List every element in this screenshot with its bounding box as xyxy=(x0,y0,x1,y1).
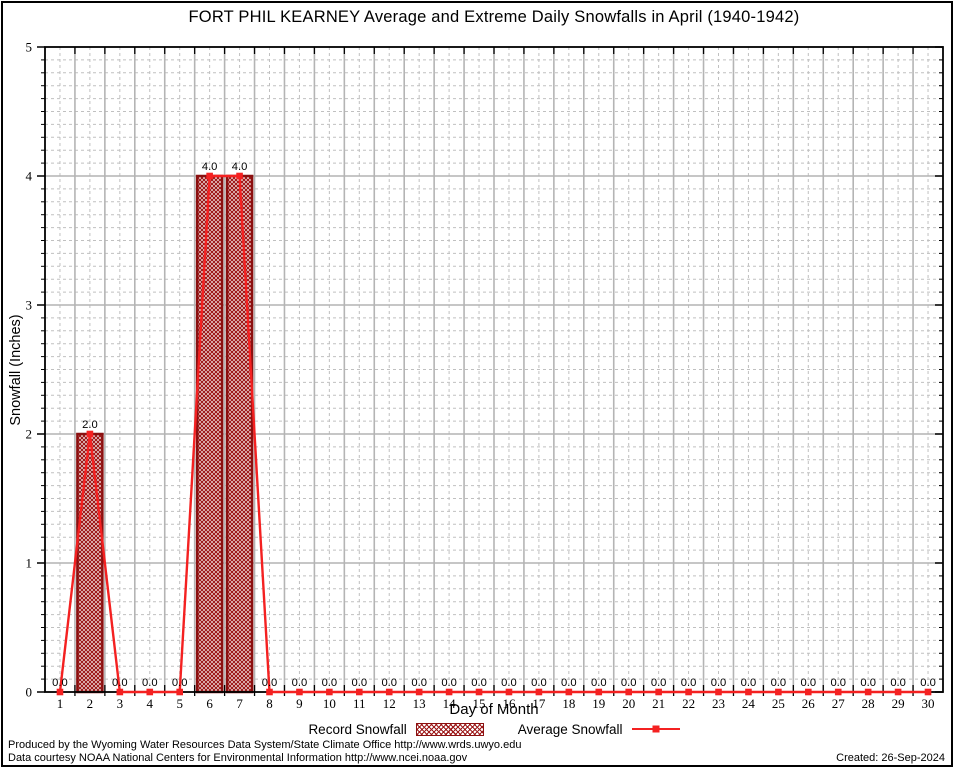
svg-text:24: 24 xyxy=(742,696,756,711)
svg-text:27: 27 xyxy=(832,696,846,711)
svg-text:29: 29 xyxy=(892,696,905,711)
svg-text:8: 8 xyxy=(266,696,273,711)
svg-text:7: 7 xyxy=(236,696,243,711)
grid-major xyxy=(45,47,943,692)
svg-text:0.0: 0.0 xyxy=(591,677,607,689)
svg-text:30: 30 xyxy=(922,696,935,711)
svg-text:0.0: 0.0 xyxy=(142,677,158,689)
record-snowfall-swatch-icon xyxy=(415,722,484,736)
svg-text:13: 13 xyxy=(413,696,426,711)
svg-text:0.0: 0.0 xyxy=(172,677,188,689)
svg-text:0.0: 0.0 xyxy=(561,677,577,689)
svg-text:0.0: 0.0 xyxy=(501,677,517,689)
svg-text:0.0: 0.0 xyxy=(890,677,906,689)
svg-text:0.0: 0.0 xyxy=(801,677,817,689)
svg-text:3: 3 xyxy=(26,298,33,313)
svg-text:0.0: 0.0 xyxy=(322,677,338,689)
footer-data-courtesy: Data courtesy NOAA National Centers for … xyxy=(8,751,468,764)
svg-text:0.0: 0.0 xyxy=(711,677,727,689)
svg-text:16: 16 xyxy=(502,696,516,711)
svg-text:0.0: 0.0 xyxy=(52,677,68,689)
svg-text:0.0: 0.0 xyxy=(830,677,846,689)
legend-item-record: Record Snowfall xyxy=(308,721,484,737)
svg-text:1: 1 xyxy=(57,696,64,711)
svg-text:0.0: 0.0 xyxy=(411,677,427,689)
footer-producer: Produced by the Wyoming Water Resources … xyxy=(8,739,522,751)
y-tick-labels: 0 1 2 3 4 5 xyxy=(26,40,33,700)
svg-text:2: 2 xyxy=(26,427,33,442)
svg-text:0.0: 0.0 xyxy=(681,677,697,689)
svg-text:21: 21 xyxy=(652,696,665,711)
svg-text:26: 26 xyxy=(802,696,816,711)
svg-text:5: 5 xyxy=(26,40,33,55)
legend-average-label: Average Snowfall xyxy=(517,721,623,737)
x-axis-title: Day of Month xyxy=(449,701,539,718)
svg-text:0.0: 0.0 xyxy=(771,677,787,689)
svg-text:28: 28 xyxy=(862,696,875,711)
chart-legend: Record Snowfall Average Snowfall xyxy=(45,721,943,737)
svg-text:0.0: 0.0 xyxy=(441,677,457,689)
svg-text:5: 5 xyxy=(176,696,183,711)
svg-text:15: 15 xyxy=(473,696,486,711)
svg-text:0.0: 0.0 xyxy=(860,677,876,689)
svg-text:11: 11 xyxy=(353,696,366,711)
svg-text:1: 1 xyxy=(26,556,33,571)
svg-text:0.0: 0.0 xyxy=(651,677,667,689)
svg-text:17: 17 xyxy=(532,696,546,711)
svg-text:4.0: 4.0 xyxy=(202,161,218,173)
legend-record-label: Record Snowfall xyxy=(308,721,407,737)
svg-text:18: 18 xyxy=(562,696,575,711)
svg-text:0.0: 0.0 xyxy=(292,677,308,689)
footer-created-date: Created: 26-Sep-2024 xyxy=(836,751,945,764)
svg-text:0.0: 0.0 xyxy=(741,677,757,689)
svg-text:0.0: 0.0 xyxy=(471,677,487,689)
svg-text:25: 25 xyxy=(772,696,785,711)
svg-text:2: 2 xyxy=(87,696,94,711)
svg-text:0.0: 0.0 xyxy=(262,677,278,689)
axis-ticks xyxy=(37,46,943,696)
average-snowfall-line-icon xyxy=(631,727,680,731)
svg-text:6: 6 xyxy=(206,696,213,711)
svg-text:0.0: 0.0 xyxy=(112,677,128,689)
svg-text:0: 0 xyxy=(26,685,33,700)
svg-text:4: 4 xyxy=(26,169,33,184)
svg-text:0.0: 0.0 xyxy=(621,677,637,689)
svg-text:2.0: 2.0 xyxy=(82,419,98,431)
svg-text:4: 4 xyxy=(147,696,154,711)
y-axis-title: Snowfall (Inches) xyxy=(8,314,24,426)
svg-text:0.0: 0.0 xyxy=(381,677,397,689)
svg-text:9: 9 xyxy=(296,696,303,711)
average-snowfall-line xyxy=(58,174,929,694)
svg-text:0.0: 0.0 xyxy=(920,677,936,689)
svg-text:23: 23 xyxy=(712,696,725,711)
svg-text:0.0: 0.0 xyxy=(352,677,368,689)
svg-text:0.0: 0.0 xyxy=(531,677,547,689)
svg-text:12: 12 xyxy=(383,696,396,711)
value-labels: 0.0 2.0 0.0 0.0 0.0 4.0 4.0 0.0 0.0 0.0 0.0 0.0 0.0 0… xyxy=(52,161,936,689)
svg-text:10: 10 xyxy=(323,696,336,711)
svg-text:20: 20 xyxy=(622,696,635,711)
x-tick-labels: 1 2 3 4 5 6 7 8 9 10 11 12 13 14 15 16 17 18 19 20 21 22 23 24 2… xyxy=(57,696,935,711)
legend-item-average: Average Snowfall xyxy=(518,722,680,737)
svg-text:4.0: 4.0 xyxy=(232,161,248,173)
record-snowfall-bars xyxy=(76,174,254,694)
svg-text:19: 19 xyxy=(592,696,605,711)
data-point-markers xyxy=(56,172,932,696)
chart-title: FORT PHIL KEARNEY Average and Extreme Da… xyxy=(188,8,800,26)
svg-text:22: 22 xyxy=(682,696,695,711)
svg-text:3: 3 xyxy=(117,696,124,711)
svg-text:14: 14 xyxy=(443,696,457,711)
